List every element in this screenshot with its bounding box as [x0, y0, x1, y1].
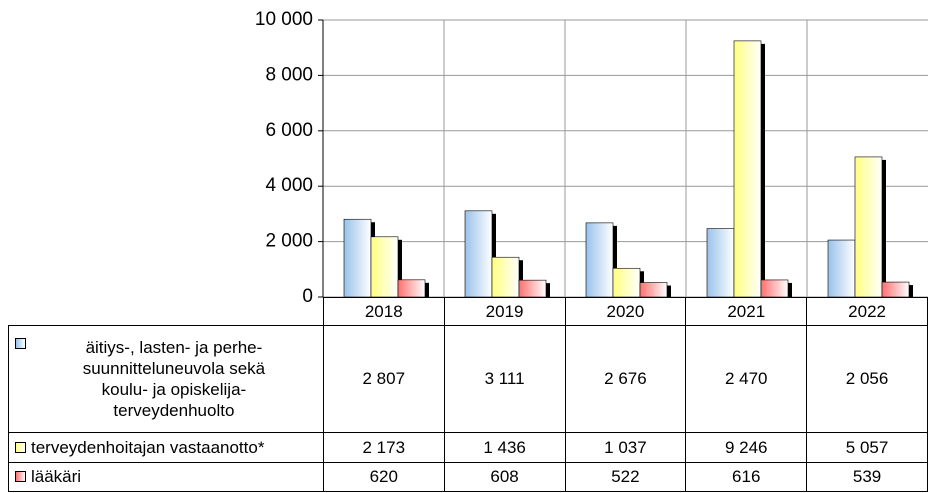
value-label: 2 173 — [322, 432, 445, 463]
value-label: 2 676 — [564, 325, 687, 433]
bar — [706, 228, 735, 298]
bar — [733, 40, 762, 298]
value-label: 3 111 — [443, 325, 566, 433]
data-table: 2018 2019 2020 2021 2022 äitiys-, lasten- ja … — [8, 297, 928, 492]
legend-swatch — [15, 338, 26, 349]
y-tick-label: 6 000 — [265, 120, 313, 141]
bar — [518, 279, 547, 298]
category-label: 2019 — [443, 297, 566, 326]
bar — [585, 222, 614, 298]
y-tick-label: 10 000 — [255, 9, 313, 30]
bar — [464, 210, 493, 298]
bar — [639, 282, 668, 298]
bar — [881, 281, 910, 298]
legend-entry: lääkäri — [8, 462, 324, 492]
legend-swatch — [15, 441, 26, 453]
bar — [854, 156, 883, 298]
bar — [370, 236, 399, 298]
value-label: 2 056 — [806, 325, 928, 433]
legend-label: terveydenhoitajan vastaanotto* — [31, 437, 265, 457]
value-label: 522 — [564, 462, 687, 492]
category-label: 2018 — [322, 297, 445, 326]
bar — [612, 267, 641, 298]
y-tick-label: 0 — [302, 286, 313, 307]
bar — [343, 218, 372, 298]
category-label: 2021 — [685, 297, 808, 326]
value-label: 1 037 — [564, 432, 687, 463]
legend-entry: äitiys-, lasten- ja perhe-suunnitteluneu… — [8, 325, 324, 433]
value-label: 9 246 — [685, 432, 808, 463]
legend-swatch — [15, 471, 26, 482]
series-row: äitiys-, lasten- ja perhe-suunnitteluneu… — [8, 325, 928, 433]
legend-label: lääkäri — [31, 467, 82, 486]
y-tick-label: 4 000 — [265, 175, 313, 196]
legend-entry: terveydenhoitajan vastaanotto* — [8, 432, 324, 463]
bar — [760, 279, 789, 298]
bar — [827, 239, 856, 298]
series-row: terveydenhoitajan vastaanotto* 2 173 1 436… — [8, 432, 928, 463]
value-label: 2 807 — [322, 325, 445, 433]
value-label: 539 — [806, 462, 928, 492]
value-label: 1 436 — [443, 432, 566, 463]
category-label: 2022 — [806, 297, 928, 326]
value-label: 620 — [322, 462, 445, 492]
value-label: 608 — [443, 462, 566, 492]
value-label: 2 470 — [685, 325, 808, 433]
bar — [397, 279, 426, 298]
bar — [491, 256, 520, 298]
series-row: lääkäri 620 608 522 616 539 — [8, 462, 928, 492]
corner — [9, 298, 324, 326]
value-label: 5 057 — [806, 432, 928, 463]
legend-label: äitiys-, lasten- ja perhe-suunnitteluneu… — [82, 338, 266, 420]
value-label: 616 — [685, 462, 808, 492]
y-tick-label: 2 000 — [265, 231, 313, 252]
y-tick-label: 8 000 — [265, 64, 313, 85]
header-row: 2018 2019 2020 2021 2022 — [9, 297, 928, 326]
category-label: 2020 — [564, 297, 687, 326]
